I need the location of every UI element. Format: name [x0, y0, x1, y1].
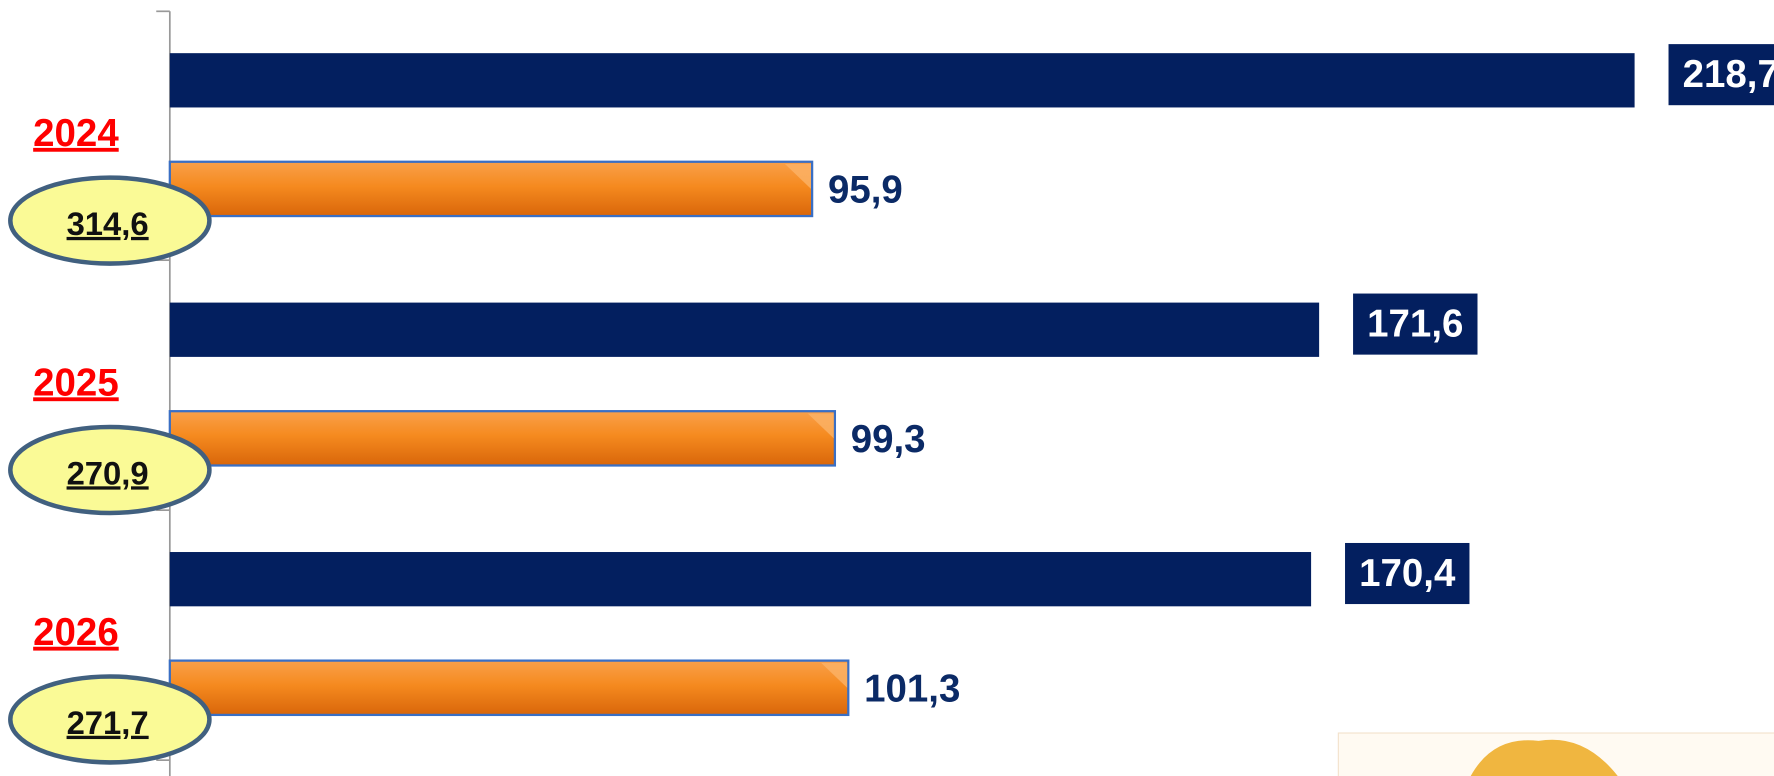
- axis: [156, 11, 170, 776]
- bar: [170, 53, 1635, 107]
- chart: 218,7 95,9 2024 314,6 171,6 99,3 2025 270,9 170,…: [0, 0, 1774, 776]
- category-label: 2025: [33, 361, 119, 404]
- value-label: 218,7: [1683, 53, 1774, 96]
- value-label: 95,9: [828, 168, 903, 211]
- bar: [170, 411, 835, 465]
- total-label: 271,7: [67, 704, 149, 741]
- page: {"chart_data": { "type": "bar", "orienta…: [0, 0, 1774, 776]
- bar: [170, 303, 1319, 357]
- category-label: 2026: [33, 611, 119, 654]
- total-label: 314,6: [67, 205, 149, 242]
- value-label: 171,6: [1367, 303, 1463, 346]
- value-label: 101,3: [864, 667, 960, 710]
- total-label: 270,9: [67, 454, 149, 491]
- bar: [170, 162, 812, 216]
- bar: [170, 661, 848, 715]
- decoration: [1338, 733, 1774, 776]
- category-label: 2024: [33, 112, 119, 155]
- bar: [170, 552, 1311, 606]
- value-label: 170,4: [1359, 552, 1456, 595]
- value-label: 99,3: [851, 418, 926, 461]
